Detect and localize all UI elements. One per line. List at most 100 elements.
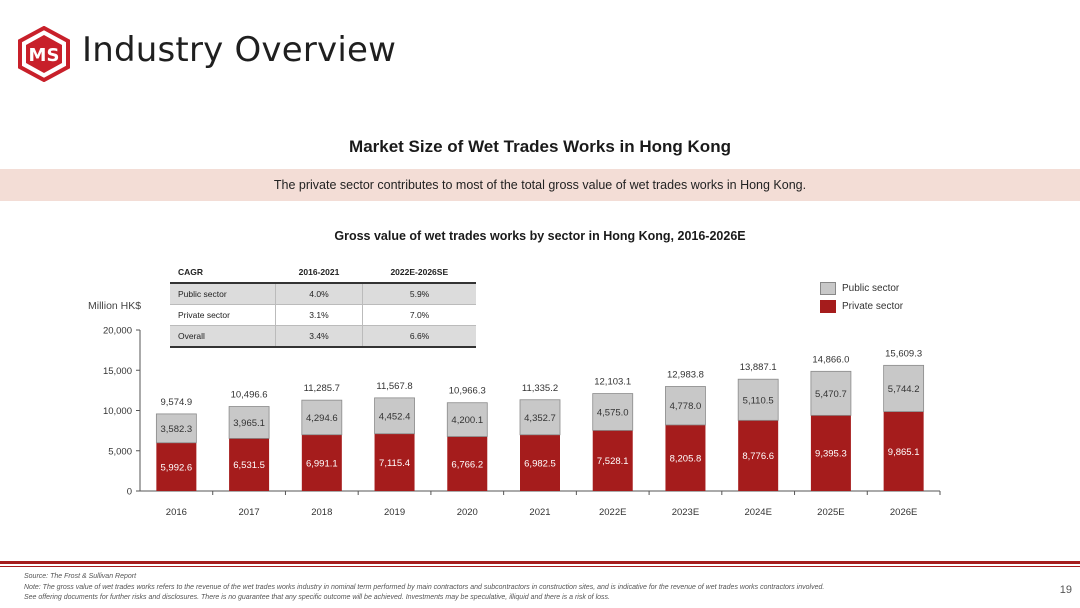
data-label-public: 4,294.6 — [306, 413, 338, 424]
section-title: Market Size of Wet Trades Works in Hong … — [349, 137, 731, 156]
cagr-table-header: CAGR 2016-2021 2022E-2026SE — [170, 262, 476, 284]
page-title: Industry Overview — [82, 30, 397, 70]
data-label-private: 8,776.6 — [742, 451, 774, 462]
bar-private-2020 — [447, 436, 488, 491]
data-label-private: 9,395.3 — [815, 449, 847, 460]
bar-private-2022E — [592, 430, 633, 491]
data-label-private: 6,766.2 — [451, 459, 483, 470]
x-tick-label: 2021 — [529, 507, 550, 518]
legend-label-private: Private sector — [842, 300, 904, 312]
x-tick-label: 2016 — [166, 507, 187, 518]
chart-legend: Public sector Private sector — [820, 279, 903, 315]
cagr-row-public: Public sector 4.0% 5.9% — [170, 283, 476, 305]
x-tick-label: 2023E — [672, 507, 699, 518]
data-label-total: 12,983.8 — [667, 369, 704, 380]
bar-public-2019 — [374, 397, 415, 435]
data-label-total: 11,285.7 — [304, 383, 340, 394]
chart-title: Gross value of wet trades works by secto… — [334, 229, 746, 243]
logo-text: MS — [29, 45, 60, 66]
bar-public-2021 — [519, 399, 561, 436]
bar-public-2026E — [883, 364, 925, 412]
footer-divider — [0, 561, 1080, 564]
x-tick-label: 2017 — [239, 507, 260, 518]
bar-private-2023E — [665, 424, 706, 491]
data-label-total: 11,567.8 — [376, 381, 412, 392]
cagr-header-period-1: 2016-2021 — [275, 262, 363, 284]
bar-private-2026E — [883, 411, 924, 491]
data-label-private: 6,991.1 — [306, 458, 338, 469]
y-tick-label: 15,000 — [103, 366, 132, 377]
data-label-private: 6,982.5 — [524, 458, 556, 469]
data-label-public: 3,965.1 — [233, 418, 265, 429]
x-tick-label: 2024E — [744, 507, 771, 518]
data-label-public: 3,582.3 — [161, 424, 193, 435]
cagr-row-overall: Overall 3.4% 6.6% — [170, 325, 476, 348]
cagr-header-label: CAGR — [170, 262, 276, 284]
cagr-row-label: Public sector — [170, 283, 276, 305]
cagr-cell: 7.0% — [362, 304, 476, 326]
cagr-row-private: Private sector 3.1% 7.0% — [170, 304, 476, 326]
source-note: Source: The Frost & Sullivan Report — [24, 573, 137, 580]
data-label-public: 5,744.2 — [888, 384, 920, 395]
y-axis-unit-label: Million HK$ — [88, 300, 142, 312]
data-label-total: 10,496.6 — [231, 390, 268, 401]
data-label-public: 5,110.5 — [743, 395, 774, 406]
y-tick-label: 5,000 — [108, 446, 132, 457]
legend-label-public: Public sector — [842, 282, 900, 294]
x-tick-label: 2018 — [311, 507, 332, 518]
legend-item-public: Public sector — [820, 279, 903, 297]
bar-private-2017 — [229, 438, 270, 491]
data-label-private: 8,205.8 — [670, 453, 702, 464]
definition-note: Note: The gross value of wet trades work… — [24, 583, 825, 591]
cagr-table: CAGR 2016-2021 2022E-2026SE Public secto… — [170, 262, 476, 348]
data-label-total: 12,103.1 — [594, 377, 631, 388]
data-label-private: 9,865.1 — [888, 447, 920, 458]
bar-public-2016 — [155, 413, 197, 444]
bar-public-2024E — [737, 378, 779, 421]
bar-public-2020 — [446, 402, 488, 437]
cagr-header-period-2: 2022E-2026SE — [362, 262, 476, 284]
data-label-private: 7,115.4 — [379, 458, 410, 469]
footer-notes: Source: The Frost & Sullivan Report Note… — [24, 572, 1044, 604]
data-label-total: 11,335.2 — [522, 383, 558, 394]
x-tick-label: 2019 — [384, 507, 405, 518]
data-label-public: 4,200.1 — [451, 415, 483, 426]
cagr-cell: 6.6% — [362, 325, 476, 348]
cagr-cell: 3.1% — [274, 304, 363, 326]
bar-private-2018 — [301, 434, 342, 491]
y-tick-label: 20,000 — [103, 326, 132, 337]
x-tick-label: 2022E — [599, 507, 626, 518]
cagr-cell: 3.4% — [274, 325, 363, 348]
data-label-total: 10,966.3 — [449, 386, 486, 397]
disclaimer-note: See offering documents for further risks… — [24, 594, 610, 601]
data-label-private: 5,992.6 — [161, 462, 193, 473]
data-label-total: 9,574.9 — [161, 397, 193, 408]
bar-public-2022E — [592, 393, 634, 431]
legend-swatch-private — [820, 299, 836, 313]
bar-public-2017 — [228, 406, 270, 439]
footer-divider-thin — [0, 566, 1080, 567]
data-label-total: 14,866.0 — [812, 354, 849, 365]
key-message-banner: The private sector contributes to most o… — [0, 169, 1080, 201]
bar-public-2023E — [665, 386, 706, 426]
y-tick-label: 10,000 — [103, 406, 132, 417]
data-label-total: 13,887.1 — [740, 362, 777, 373]
cagr-cell: 5.9% — [362, 283, 476, 305]
data-label-total: 15,609.3 — [885, 348, 922, 359]
data-label-public: 4,352.7 — [524, 413, 556, 424]
data-label-public: 5,470.7 — [815, 389, 847, 400]
x-tick-label: 2025E — [817, 507, 844, 518]
data-label-private: 6,531.5 — [233, 460, 265, 471]
legend-item-private: Private sector — [820, 297, 903, 315]
x-tick-label: 2020 — [457, 507, 478, 518]
page-number: 19 — [1059, 584, 1072, 596]
data-label-private: 7,528.1 — [597, 456, 629, 467]
bar-public-2018 — [301, 399, 343, 436]
legend-swatch-public — [820, 281, 836, 295]
cagr-row-label: Private sector — [170, 304, 276, 326]
company-logo: MS — [18, 26, 70, 82]
cagr-row-label: Overall — [170, 325, 276, 348]
data-label-public: 4,575.0 — [597, 407, 629, 418]
y-tick-label: 0 — [127, 487, 132, 498]
